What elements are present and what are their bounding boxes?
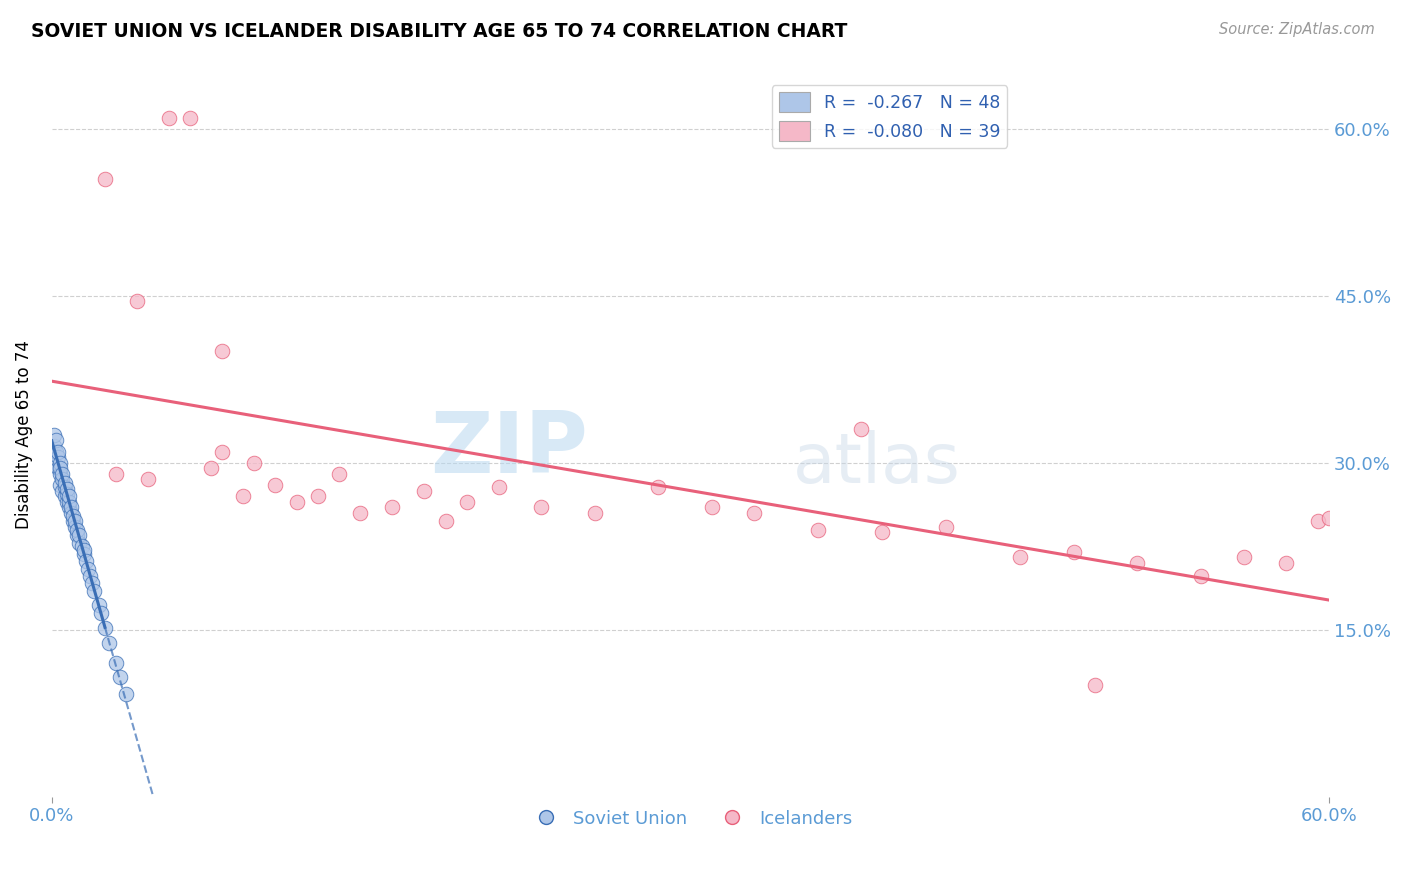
- Point: [179, 111, 201, 125]
- Point: [456, 494, 478, 508]
- Point: [1010, 550, 1032, 565]
- Text: SOVIET UNION VS ICELANDER DISABILITY AGE 65 TO 74 CORRELATION CHART: SOVIET UNION VS ICELANDER DISABILITY AGE…: [31, 22, 848, 41]
- Point: [381, 500, 404, 515]
- Point: [647, 480, 669, 494]
- Point: [67, 528, 90, 542]
- Point: [55, 487, 77, 501]
- Point: [53, 489, 76, 503]
- Text: ZIP: ZIP: [430, 408, 588, 491]
- Point: [45, 444, 67, 458]
- Point: [51, 467, 73, 481]
- Point: [53, 480, 76, 494]
- Point: [104, 467, 127, 481]
- Point: [264, 478, 287, 492]
- Point: [243, 456, 266, 470]
- Point: [349, 506, 371, 520]
- Point: [98, 636, 121, 650]
- Point: [63, 520, 86, 534]
- Point: [1317, 511, 1340, 525]
- Point: [83, 583, 105, 598]
- Point: [115, 687, 138, 701]
- Point: [413, 483, 436, 498]
- Point: [1063, 545, 1085, 559]
- Point: [49, 478, 72, 492]
- Point: [849, 422, 872, 436]
- Point: [700, 500, 723, 515]
- Point: [108, 669, 131, 683]
- Point: [77, 561, 100, 575]
- Point: [530, 500, 553, 515]
- Point: [49, 456, 72, 470]
- Point: [1233, 550, 1256, 565]
- Point: [62, 509, 84, 524]
- Point: [66, 523, 89, 537]
- Point: [94, 171, 117, 186]
- Point: [58, 500, 80, 515]
- Point: [211, 444, 233, 458]
- Point: [1308, 514, 1330, 528]
- Point: [90, 606, 112, 620]
- Point: [49, 461, 72, 475]
- Point: [62, 514, 84, 528]
- Point: [1084, 678, 1107, 692]
- Point: [870, 524, 893, 539]
- Point: [42, 428, 65, 442]
- Point: [200, 461, 222, 475]
- Point: [104, 656, 127, 670]
- Point: [136, 472, 159, 486]
- Point: [87, 599, 110, 613]
- Point: [53, 475, 76, 490]
- Point: [285, 494, 308, 508]
- Point: [935, 520, 957, 534]
- Point: [488, 480, 510, 494]
- Point: [51, 472, 73, 486]
- Point: [63, 514, 86, 528]
- Point: [807, 523, 830, 537]
- Point: [434, 514, 457, 528]
- Text: Source: ZipAtlas.com: Source: ZipAtlas.com: [1219, 22, 1375, 37]
- Point: [157, 111, 180, 125]
- Point: [125, 294, 148, 309]
- Point: [211, 344, 233, 359]
- Point: [59, 506, 82, 520]
- Point: [73, 547, 96, 561]
- Point: [45, 434, 67, 448]
- Point: [46, 450, 69, 465]
- Point: [67, 536, 90, 550]
- Y-axis label: Disability Age 65 to 74: Disability Age 65 to 74: [15, 341, 32, 529]
- Point: [79, 569, 101, 583]
- Point: [59, 500, 82, 515]
- Point: [82, 576, 104, 591]
- Point: [42, 439, 65, 453]
- Point: [328, 467, 350, 481]
- Point: [51, 483, 73, 498]
- Point: [307, 489, 329, 503]
- Point: [66, 528, 89, 542]
- Point: [1126, 556, 1149, 570]
- Text: atlas: atlas: [793, 430, 960, 498]
- Point: [1189, 569, 1212, 583]
- Legend: Soviet Union, Icelanders: Soviet Union, Icelanders: [520, 803, 860, 835]
- Point: [75, 554, 97, 568]
- Point: [55, 494, 77, 508]
- Point: [94, 621, 117, 635]
- Point: [583, 506, 606, 520]
- Point: [1275, 556, 1298, 570]
- Point: [58, 489, 80, 503]
- Point: [70, 539, 93, 553]
- Point: [73, 542, 96, 557]
- Point: [46, 444, 69, 458]
- Point: [232, 489, 254, 503]
- Point: [58, 494, 80, 508]
- Point: [55, 483, 77, 497]
- Point: [742, 506, 765, 520]
- Point: [46, 461, 69, 475]
- Point: [49, 467, 72, 481]
